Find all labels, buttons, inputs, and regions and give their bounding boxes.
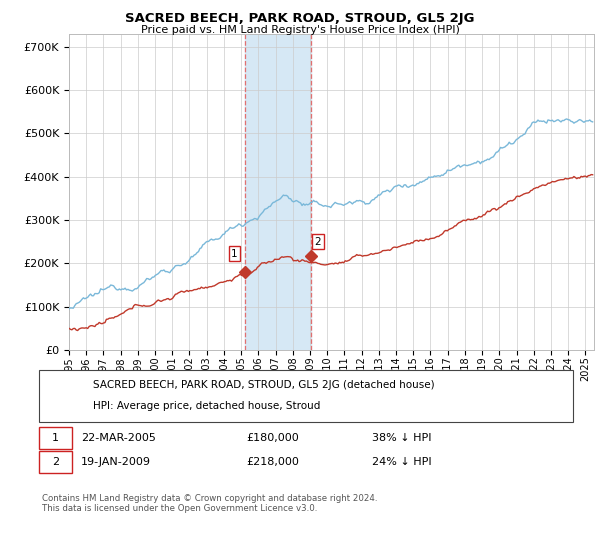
Text: 24% ↓ HPI: 24% ↓ HPI [372, 457, 431, 467]
Text: 19-JAN-2009: 19-JAN-2009 [81, 457, 151, 467]
Text: 2: 2 [314, 237, 321, 246]
Text: Contains HM Land Registry data © Crown copyright and database right 2024.
This d: Contains HM Land Registry data © Crown c… [42, 494, 377, 514]
Text: £180,000: £180,000 [246, 433, 299, 443]
Text: 1: 1 [52, 433, 59, 443]
Text: 2: 2 [52, 457, 59, 467]
Text: 38% ↓ HPI: 38% ↓ HPI [372, 433, 431, 443]
Text: Price paid vs. HM Land Registry's House Price Index (HPI): Price paid vs. HM Land Registry's House … [140, 25, 460, 35]
Bar [245, 34, 311, 350]
Text: SACRED BEECH, PARK ROAD, STROUD, GL5 2JG: SACRED BEECH, PARK ROAD, STROUD, GL5 2JG [125, 12, 475, 25]
Text: SACRED BEECH, PARK ROAD, STROUD, GL5 2JG (detached house): SACRED BEECH, PARK ROAD, STROUD, GL5 2JG… [93, 380, 434, 390]
Text: 22-MAR-2005: 22-MAR-2005 [81, 433, 156, 443]
Text: £218,000: £218,000 [246, 457, 299, 467]
Text: 1: 1 [231, 249, 238, 259]
Text: HPI: Average price, detached house, Stroud: HPI: Average price, detached house, Stro… [93, 401, 320, 411]
